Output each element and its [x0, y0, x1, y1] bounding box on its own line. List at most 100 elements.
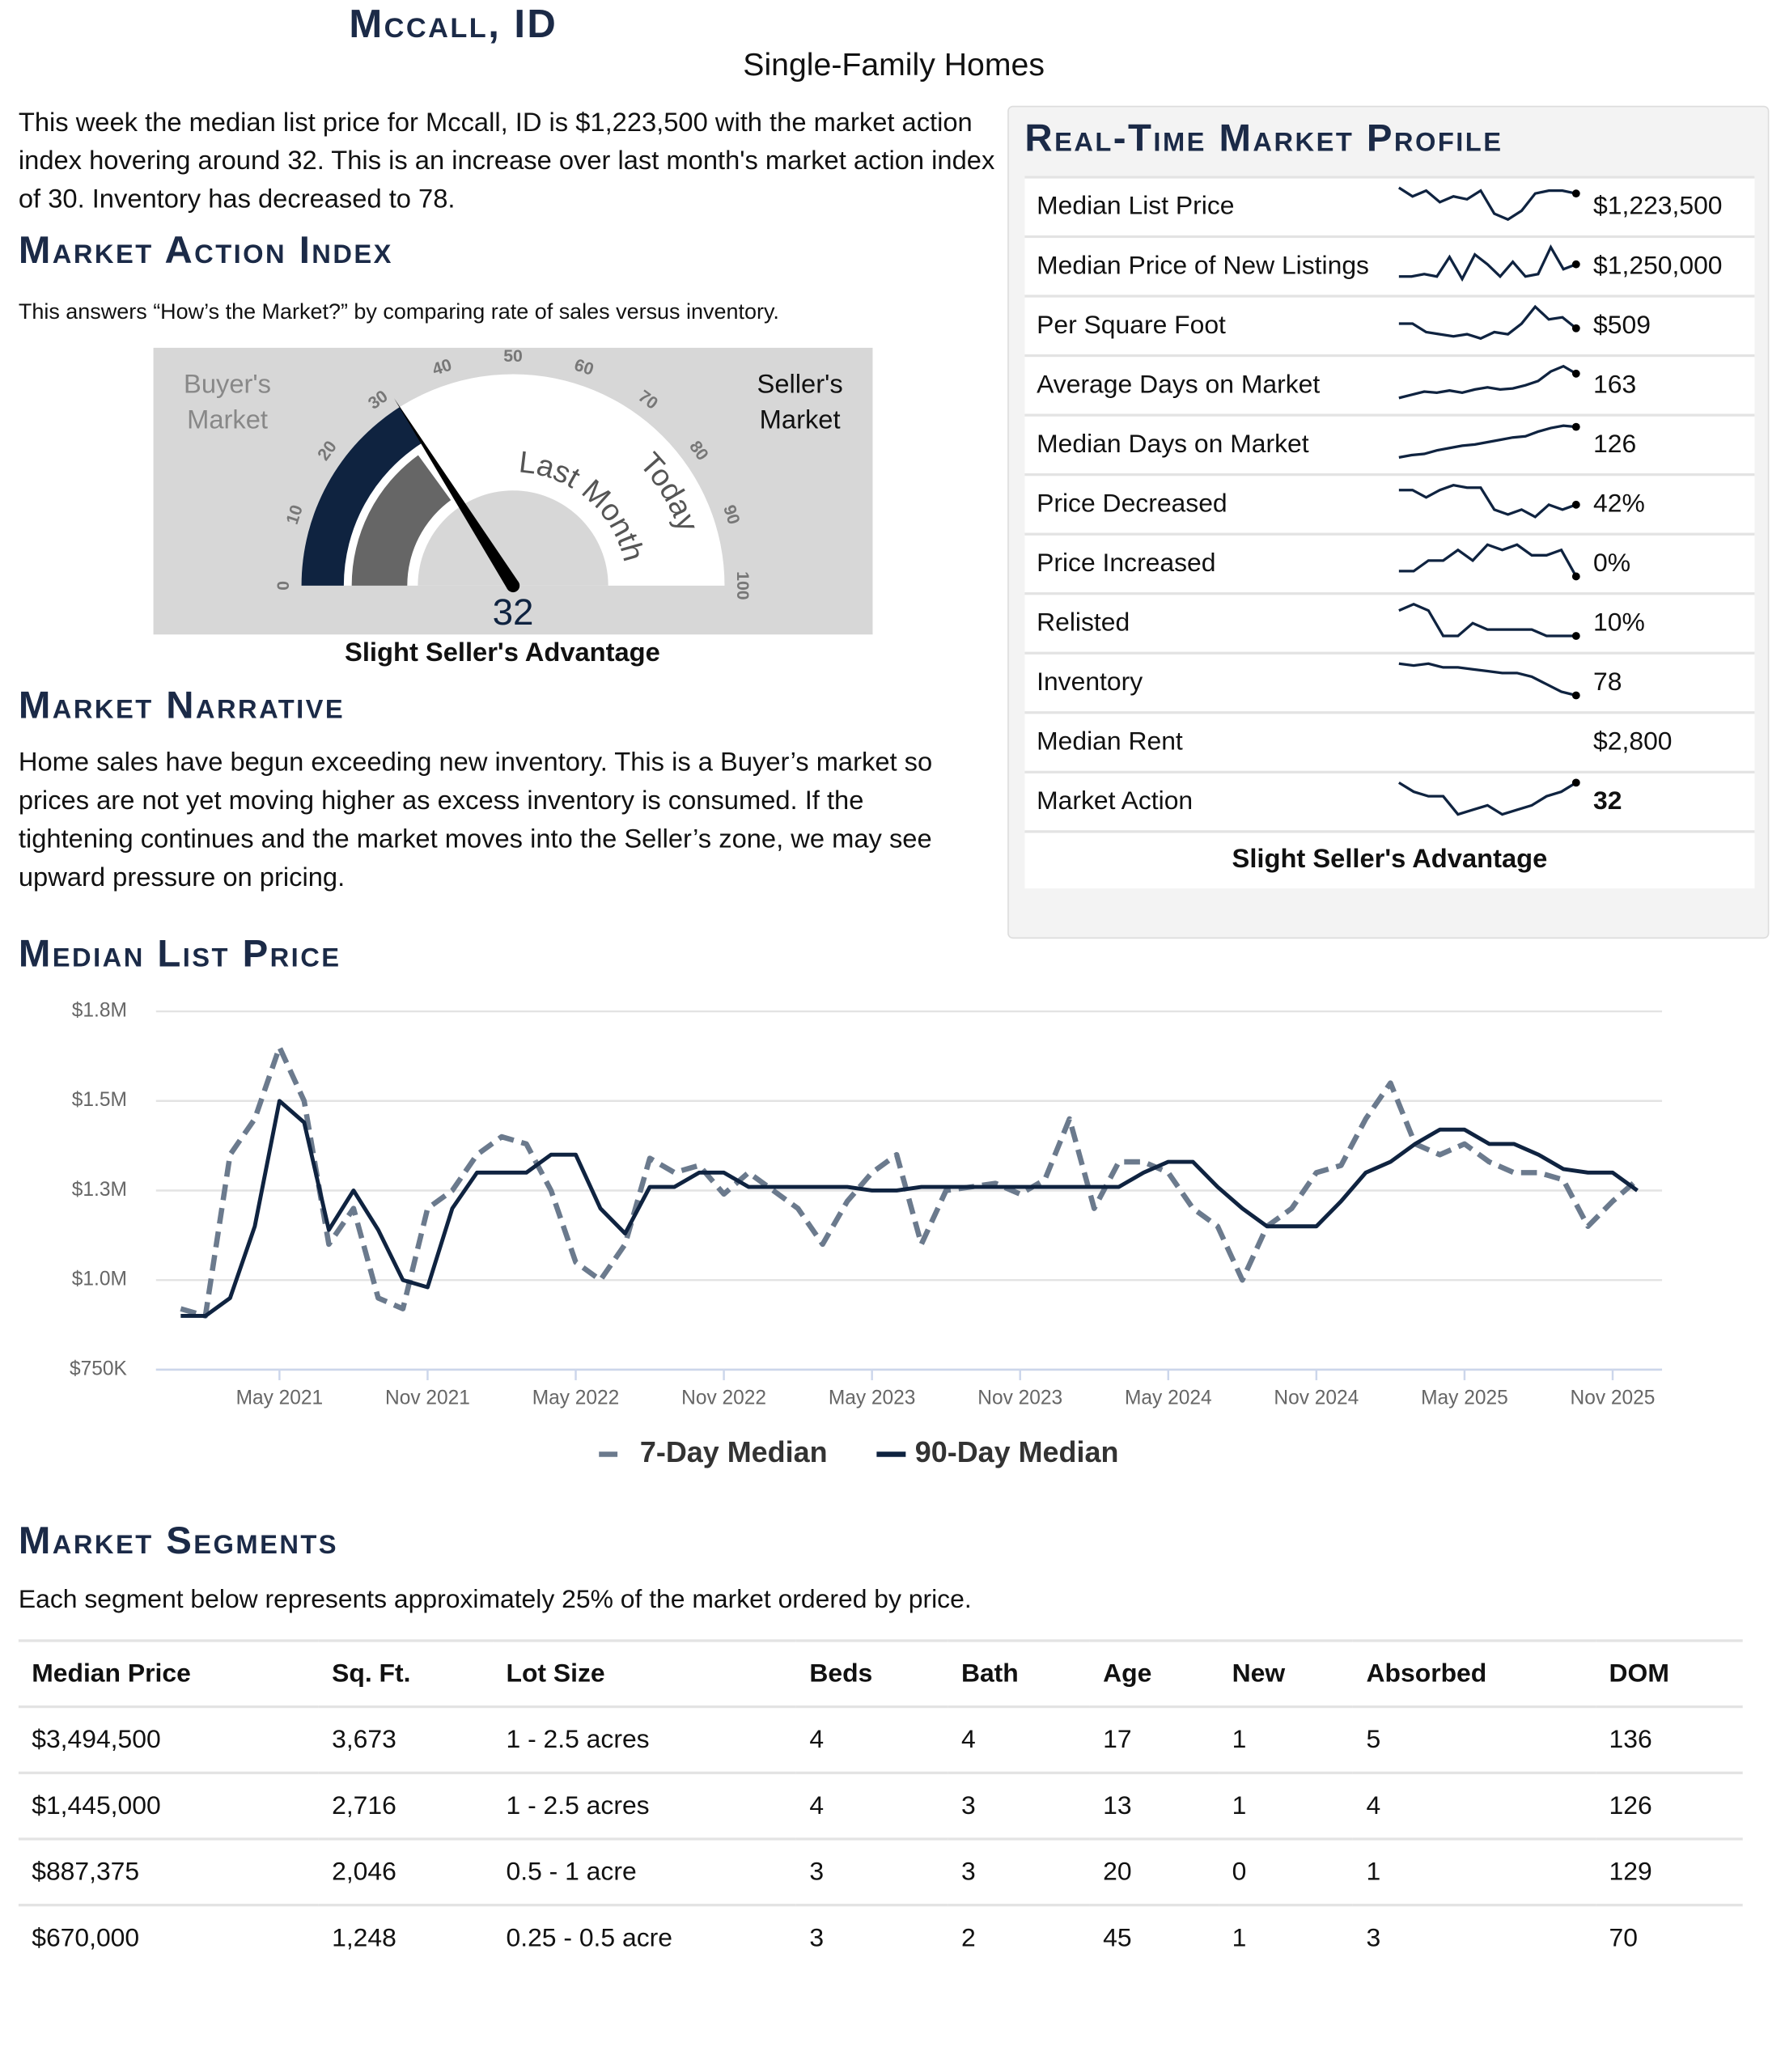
gauge-value: 32: [493, 591, 534, 633]
y-tick-label: $1.3M: [72, 1179, 127, 1201]
y-tick-label: $1.8M: [72, 1000, 127, 1022]
description: This answers “How’s the Market?” by comp…: [18, 299, 779, 324]
table-cell: 5: [1353, 1705, 1596, 1773]
table-cell: 126: [1596, 1771, 1743, 1839]
section-heading: Market Segments: [18, 1520, 339, 1563]
sparkline: [1398, 661, 1580, 699]
x-tick-label: May 2025: [1421, 1387, 1508, 1409]
page-title: Mccall, ID: [349, 2, 558, 47]
segments-table: Median Price Sq. Ft. Lot Size Beds Bath Age Ne…: [18, 1639, 1743, 1970]
series-line: [180, 1099, 1639, 1318]
table-cell: 1: [1219, 1705, 1354, 1773]
column-header: Sq. Ft.: [318, 1639, 494, 1707]
table-cell: 3,673: [318, 1705, 494, 1773]
table-cell: 1,248: [318, 1904, 494, 1970]
x-tick-label: May 2022: [532, 1387, 620, 1409]
section-heading: Market Action Index: [18, 230, 393, 273]
row-label: Median Rent: [1037, 727, 1183, 756]
sparkline: [1397, 778, 1580, 816]
table-row: $1,445,000 2,716 1 - 2.5 acres 4 3 13 1 4 126: [18, 1771, 1743, 1839]
table-row: $670,000 1,248 0.25 - 0.5 acre 3 2 45 1 3 70: [18, 1904, 1743, 1970]
legend-label: 90-Day Median: [915, 1435, 1119, 1468]
sparkline: [1398, 363, 1580, 399]
sparkline: [1397, 185, 1580, 221]
table-cell: 13: [1089, 1771, 1219, 1839]
sparkline-cell: [1389, 418, 1593, 471]
sparkline-cell: [1389, 299, 1593, 352]
x-tick-label: Nov 2024: [1274, 1387, 1359, 1409]
table-cell: 1 - 2.5 acres: [493, 1705, 796, 1773]
table-cell: 0.25 - 0.5 acre: [493, 1904, 796, 1970]
profile-row: Price Decreased 42%: [1024, 472, 1755, 533]
section-heading: Median List Price: [18, 933, 341, 976]
x-tick-label: Nov 2021: [385, 1387, 470, 1409]
y-tick-label: $1.0M: [72, 1269, 127, 1290]
table-cell: 45: [1089, 1904, 1219, 1970]
sparkline: [1398, 483, 1580, 519]
sparkline-line: [1398, 363, 1577, 399]
row-label: Price Increased: [1037, 549, 1216, 578]
sparkline-end: [1571, 631, 1580, 640]
sparkline: [1398, 542, 1580, 580]
table-cell: 1: [1353, 1837, 1596, 1905]
sparkline: [1398, 602, 1580, 640]
table-cell: 1: [1219, 1904, 1354, 1970]
table-cell: 136: [1596, 1705, 1743, 1773]
x-tick-label: May 2021: [236, 1387, 324, 1409]
section-heading: Market Narrative: [18, 684, 346, 727]
x-tick-label: Nov 2025: [1571, 1387, 1656, 1409]
table-cell: 0: [1219, 1837, 1354, 1905]
profile-verdict: Slight Seller's Advantage: [1024, 830, 1755, 888]
sparkline-line: [1397, 185, 1577, 221]
table-cell: 3: [948, 1771, 1090, 1839]
table-cell: 2,716: [318, 1771, 494, 1839]
line-chart: $750K $1.0M $1.3M $1.5M $1.8M May 2021 Nov 202…: [70, 1000, 1663, 1468]
sparkline-line: [1397, 781, 1577, 816]
intro-text: This week the median list price for Mcca…: [18, 108, 995, 214]
row-value: $1,223,500: [1593, 191, 1723, 221]
table-cell: 4: [795, 1771, 948, 1839]
profile-row: Relisted 10%: [1024, 592, 1755, 652]
column-header: Median Price: [18, 1639, 319, 1707]
table-row: $887,375 2,046 0.5 - 1 acre 3 3 20 0 1 129: [18, 1837, 1743, 1905]
gauge-verdict: Slight Seller's Advantage: [345, 638, 660, 668]
column-header: Age: [1089, 1639, 1219, 1707]
table-cell: 4: [948, 1705, 1090, 1773]
sparkline-cell: [1389, 597, 1593, 650]
sparkline: [1398, 422, 1580, 459]
row-value: $2,800: [1593, 727, 1673, 756]
row-value: 10%: [1593, 608, 1645, 638]
table-cell: 3: [795, 1904, 948, 1970]
sparkline-end: [1571, 369, 1580, 377]
profile-row: Median Rent $2,800: [1024, 711, 1755, 771]
table-cell: $887,375: [18, 1837, 319, 1905]
profile-table: Median List Price $1,223,500 Median Price …: [1024, 176, 1755, 889]
sparkline-end: [1571, 259, 1580, 268]
sparkline-line: [1398, 303, 1577, 340]
table-cell: 2: [948, 1904, 1090, 1970]
market-profile: Real-Time Market Profile Median List Pri…: [1007, 105, 1770, 939]
profile-row: Inventory 78: [1024, 651, 1755, 712]
sparkline-line: [1398, 423, 1576, 459]
row-label: Relisted: [1037, 608, 1130, 638]
table-cell: 1: [1219, 1771, 1354, 1839]
sparkline-cell: [1389, 359, 1593, 412]
y-tick-label: $1.5M: [72, 1089, 127, 1111]
table-cell: 17: [1089, 1705, 1219, 1773]
column-header: Bath: [948, 1639, 1090, 1707]
row-value: 163: [1593, 370, 1637, 400]
sparkline-end: [1571, 500, 1580, 508]
sparkline-end: [1571, 422, 1580, 430]
row-value: 32: [1593, 786, 1622, 816]
table-cell: $3,494,500: [18, 1705, 319, 1773]
profile-row: Price Increased 0%: [1024, 532, 1755, 593]
row-value: $509: [1593, 311, 1651, 340]
table-cell: $670,000: [18, 1904, 319, 1970]
profile-row: Median List Price $1,223,500: [1024, 176, 1755, 235]
table-cell: 0.5 - 1 acre: [493, 1837, 796, 1905]
row-label: Price Decreased: [1037, 489, 1227, 519]
sparkline-line: [1398, 602, 1576, 637]
profile-row: Median Days on Market 126: [1024, 413, 1755, 473]
